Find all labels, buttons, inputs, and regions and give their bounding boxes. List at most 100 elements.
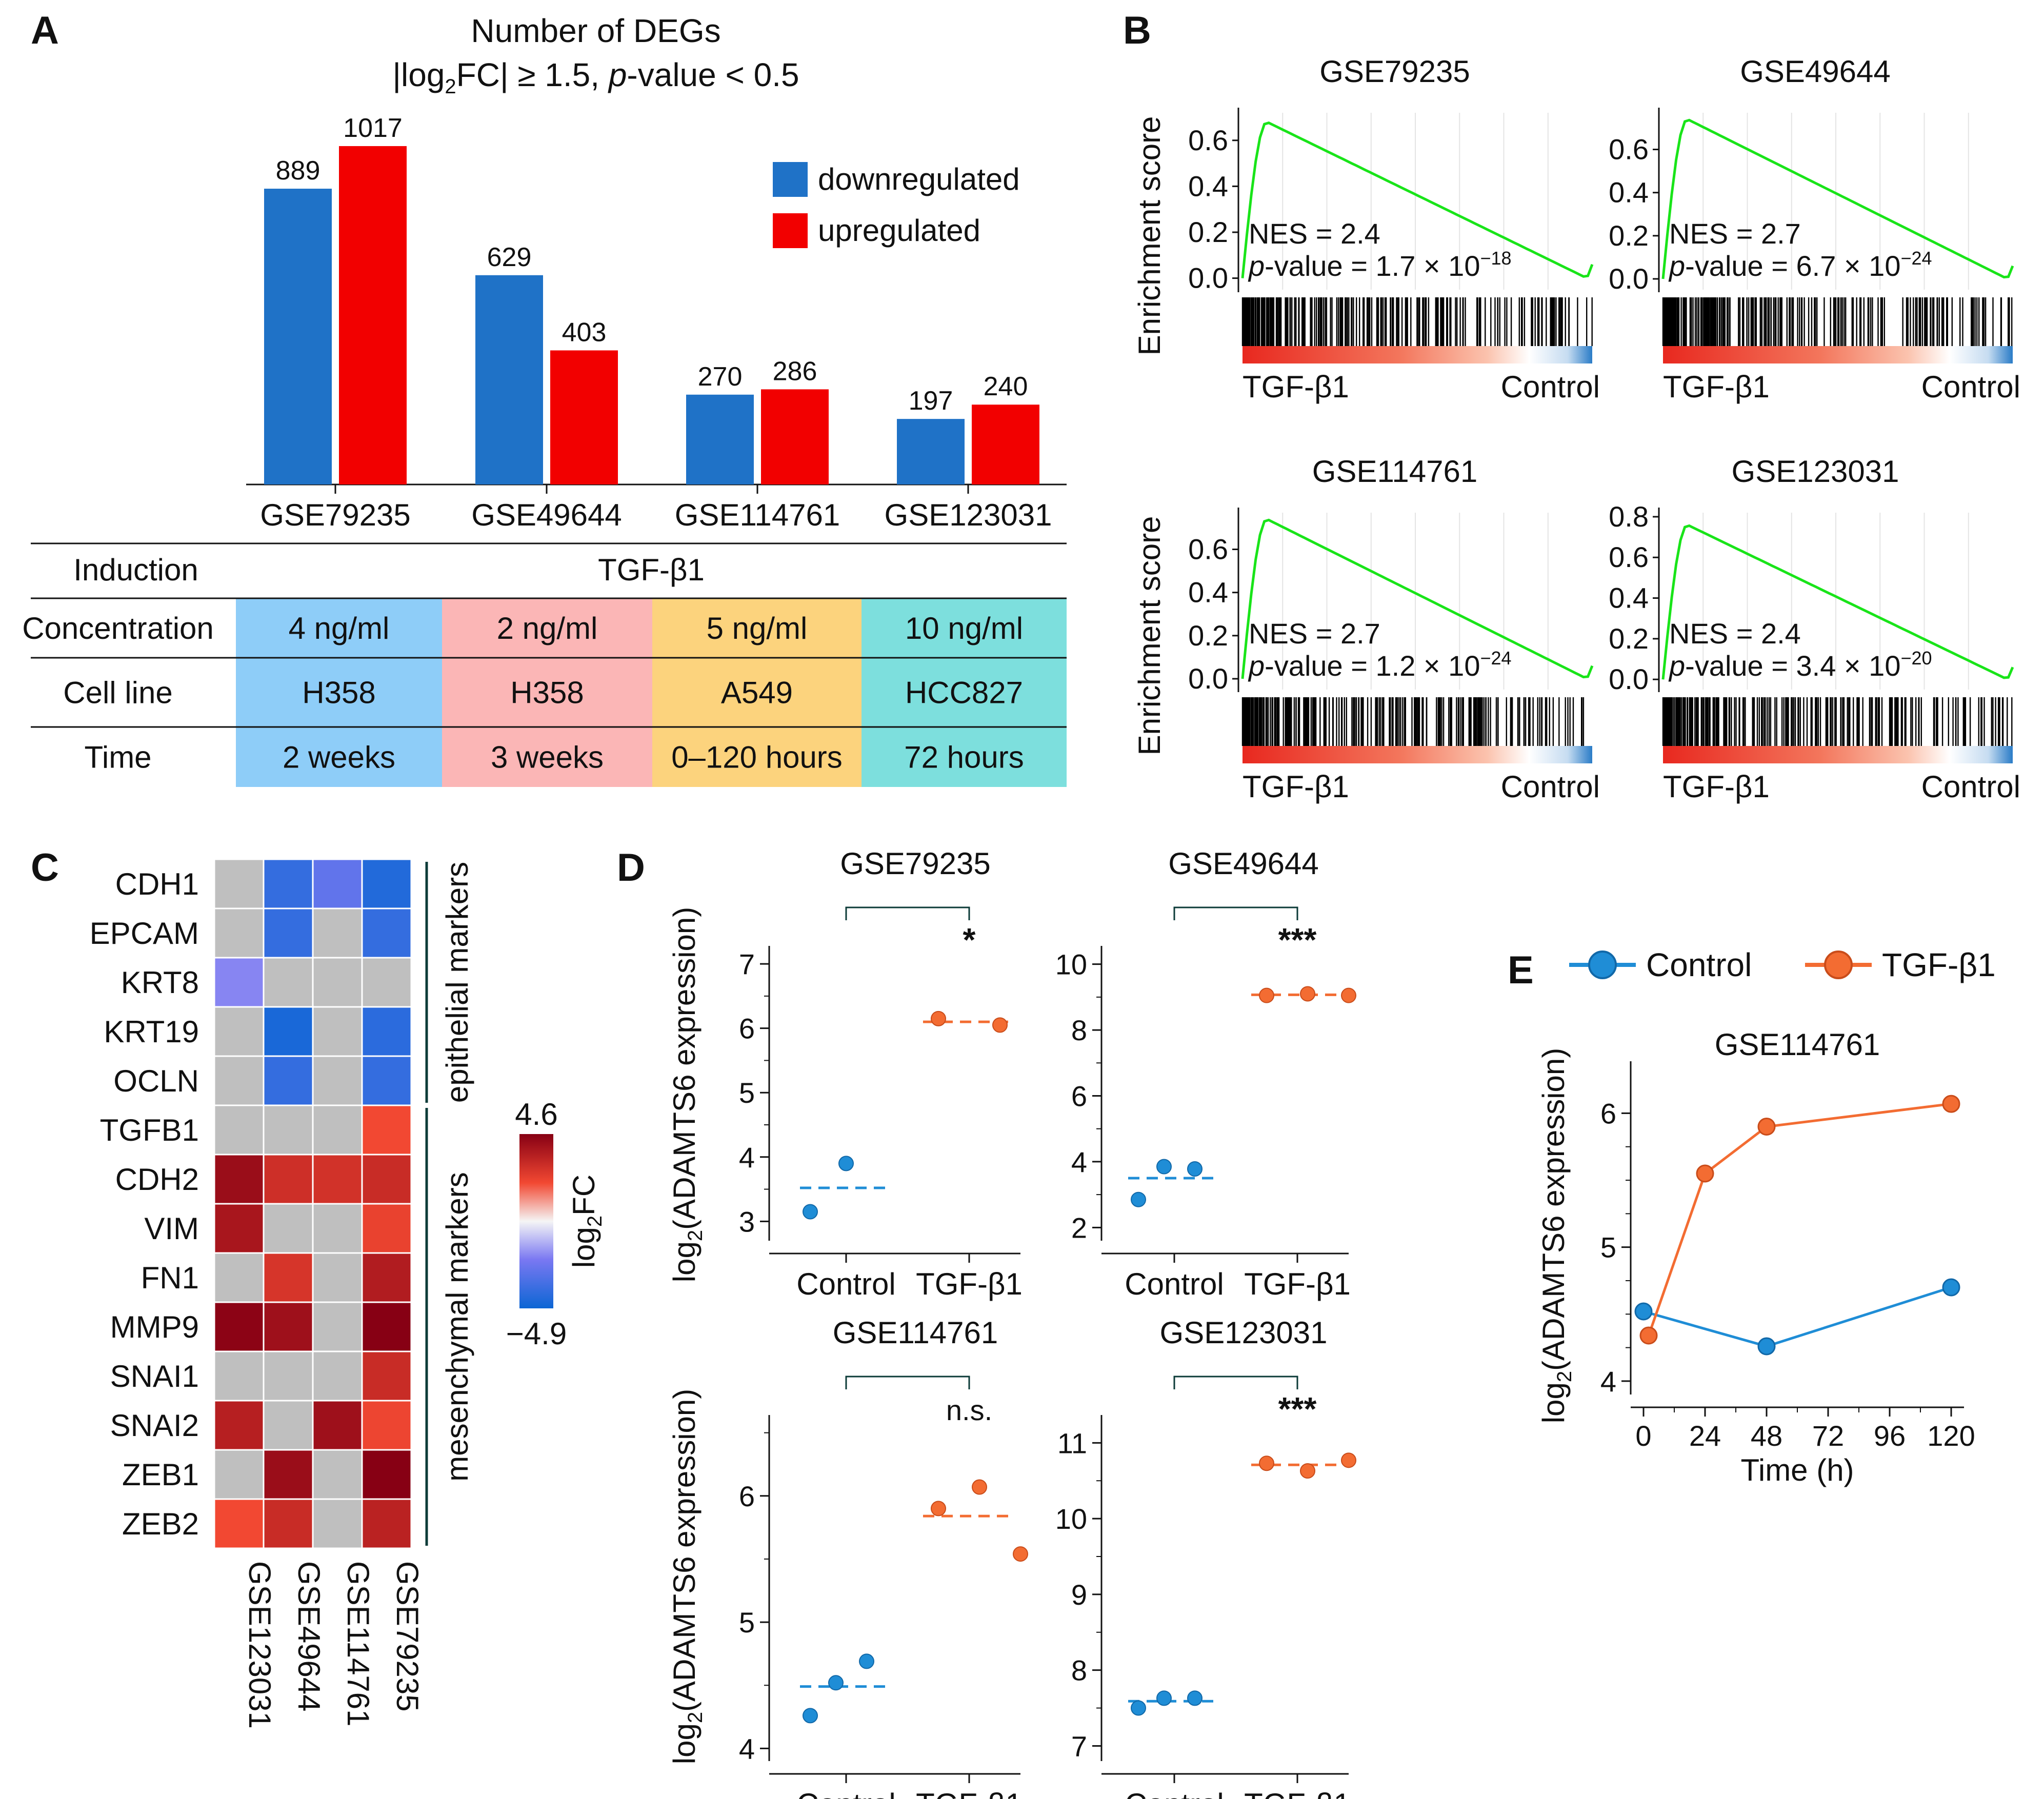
heatmap-cell [312, 1055, 363, 1106]
dotplot-ylabel: log2(ADAMTS6 expression) [667, 907, 707, 1283]
table-induction-label: Induction [73, 553, 198, 587]
gsea-y-tick-label: 0.4 [1188, 170, 1228, 202]
dotplot-significance-bracket [845, 1376, 970, 1389]
table-column-bg [861, 598, 1067, 787]
gsea-nes: NES = 2.7 [1669, 217, 1801, 250]
heatmap-cell [213, 907, 265, 959]
chart-a-bar-upregulated [972, 405, 1039, 484]
heatmap-row-label: KRT8 [121, 965, 199, 1000]
dotplot-control-point [803, 1204, 818, 1220]
chart-a-x-tick-label: GSE123031 [885, 498, 1052, 532]
gsea-x-left-label: TGF-β1 [1243, 770, 1349, 804]
heatmap-cell [213, 1203, 265, 1254]
heatmap-cell [263, 1449, 314, 1500]
table-row-label: Cell line [63, 676, 172, 710]
gsea-pvalue: p-value = 3.4 × 10−20 [1668, 648, 1932, 682]
dotplot: GSE49644 2 4 6 8 10 Control TGF-β1 *** [1055, 846, 1356, 1301]
heatmap-row-label: KRT19 [104, 1015, 199, 1049]
chart-e-x-tick-label: 24 [1689, 1420, 1721, 1452]
gsea-x-left-label: TGF-β1 [1663, 370, 1770, 404]
dotplot-control-point [1131, 1700, 1146, 1716]
gsea-y-tick-label: 0.4 [1609, 176, 1649, 209]
dotplot-y-tick-label: 4 [1071, 1146, 1087, 1178]
heatmap-cell [213, 957, 265, 1008]
heatmap-cell [263, 858, 314, 909]
panel-label-d: D [617, 846, 645, 890]
heatmap-cell [312, 907, 363, 959]
chart-a-value-label: 197 [909, 386, 953, 416]
gsea-y-tick-label: 0.0 [1609, 663, 1649, 695]
panel-label-a: A [31, 9, 59, 52]
dotplot-y-tick-label: 9 [1071, 1579, 1087, 1611]
dotplot-tgf-point [1341, 1452, 1356, 1468]
chart-e-series-line [1647, 1102, 1952, 1336]
chart-e-x-tick-label: 0 [1635, 1420, 1651, 1452]
heatmap-cell [213, 1055, 265, 1106]
chart-a-subtitle: |log2FC| ≥ 1.5, p-value < 0.5 [392, 56, 799, 98]
gsea-y-tick-label: 0.8 [1609, 500, 1649, 533]
colorbar-min-label: −4.9 [506, 1317, 567, 1351]
dotplot-control-point [1131, 1191, 1146, 1207]
dotplot-control-point [838, 1156, 854, 1171]
chart-e-point [1942, 1095, 1960, 1113]
heatmap-cell [312, 858, 363, 909]
legend-swatch-upregulated [773, 213, 808, 248]
heatmap-row-label: FN1 [141, 1261, 199, 1295]
heatmap-cell [361, 1252, 412, 1303]
gsea-pvalue: p-value = 1.7 × 10−18 [1248, 248, 1512, 282]
table-cell: H358 [302, 676, 375, 710]
colorbar-max-label: 4.6 [515, 1097, 557, 1131]
gsea-enrichment-curve [1661, 118, 2014, 279]
heatmap-column-label: GSE79235 [390, 1561, 425, 1712]
dotplot-control-point [859, 1653, 874, 1669]
heatmap-cell [263, 1400, 314, 1451]
legend-label-upregulated: upregulated [818, 213, 980, 248]
chart-a-value-label: 286 [773, 356, 817, 386]
heatmap-group-label: mesenchymal markers [440, 1172, 474, 1482]
chart-a-value-label: 1017 [343, 113, 403, 143]
chart-e-series-line [1643, 1286, 1952, 1348]
table-cell: 5 ng/ml [707, 611, 808, 645]
chart-a-value-label: 270 [698, 362, 743, 392]
heatmap-cell [312, 1154, 363, 1205]
table-cell: 4 ng/ml [289, 611, 390, 645]
chart-a-bar-downregulated [686, 394, 754, 484]
chart-e-point [1639, 1326, 1658, 1345]
chart-a-title: Number of DEGs [471, 12, 720, 49]
dotplot-y-tick-label: 6 [1071, 1080, 1087, 1113]
dotplot-significance-bracket [1173, 1376, 1298, 1389]
dotplot-x-tick-label: TGF-β1 [916, 1267, 1023, 1301]
dotplot-tgf-point [1300, 1463, 1315, 1479]
gsea-x-left-label: TGF-β1 [1243, 370, 1349, 404]
gsea-y-tick-label: 0.6 [1188, 124, 1228, 156]
gsea-x-right-label: Control [1501, 370, 1600, 404]
gsea-title: GSE123031 [1732, 454, 1899, 489]
gsea-title: GSE49644 [1740, 54, 1891, 89]
gsea-y-tick-label: 0.6 [1188, 533, 1228, 565]
dotplot: GSE123031 7 8 9 10 11 Control TGF-β1 *** [1055, 1316, 1356, 1799]
heatmap-row-label: TGFB1 [100, 1113, 199, 1147]
gsea-x-right-label: Control [1921, 370, 2020, 404]
dotplot-tgf-point [1259, 1456, 1274, 1471]
table-cell: 3 weeks [491, 740, 604, 775]
gsea-ranked-strip [1663, 746, 2013, 763]
heatmap-cell [361, 1203, 412, 1254]
heatmap-row-label: VIM [144, 1211, 199, 1246]
panel-e: E Control TGF-β1 GSE114761 4 5 6 0 24 48 72 96 120 T… [1508, 946, 1996, 1487]
table-row-label: Concentration [22, 611, 214, 645]
chart-a-bar-downregulated [897, 419, 965, 484]
heatmap-cell [263, 1104, 314, 1156]
table-cell: A549 [721, 676, 793, 710]
heatmap-cell [312, 1400, 363, 1451]
panel-d: D GSE79235 3 4 5 6 7 Control TGF-β1 * GSE49644 2 4 6… [617, 846, 1356, 1799]
gsea-plot: GSE123031 0.0 0.2 0.4 0.6 0.8 NES = 2.4p-value… [1609, 454, 2020, 804]
dotplot-control-point [1156, 1159, 1172, 1175]
dotplot-y-tick-label: 7 [739, 948, 755, 980]
gsea-enrichment-curve [1241, 518, 1594, 679]
heatmap-cell [263, 1006, 314, 1057]
gsea-plot: GSE49644 0.0 0.2 0.4 0.6 NES = 2.7p-value = 6… [1609, 54, 2020, 404]
colorbar [519, 1134, 553, 1308]
heatmap-row-label: CDH1 [115, 867, 199, 901]
heatmap-cell [312, 1252, 363, 1303]
heatmap-cell [312, 1449, 363, 1500]
